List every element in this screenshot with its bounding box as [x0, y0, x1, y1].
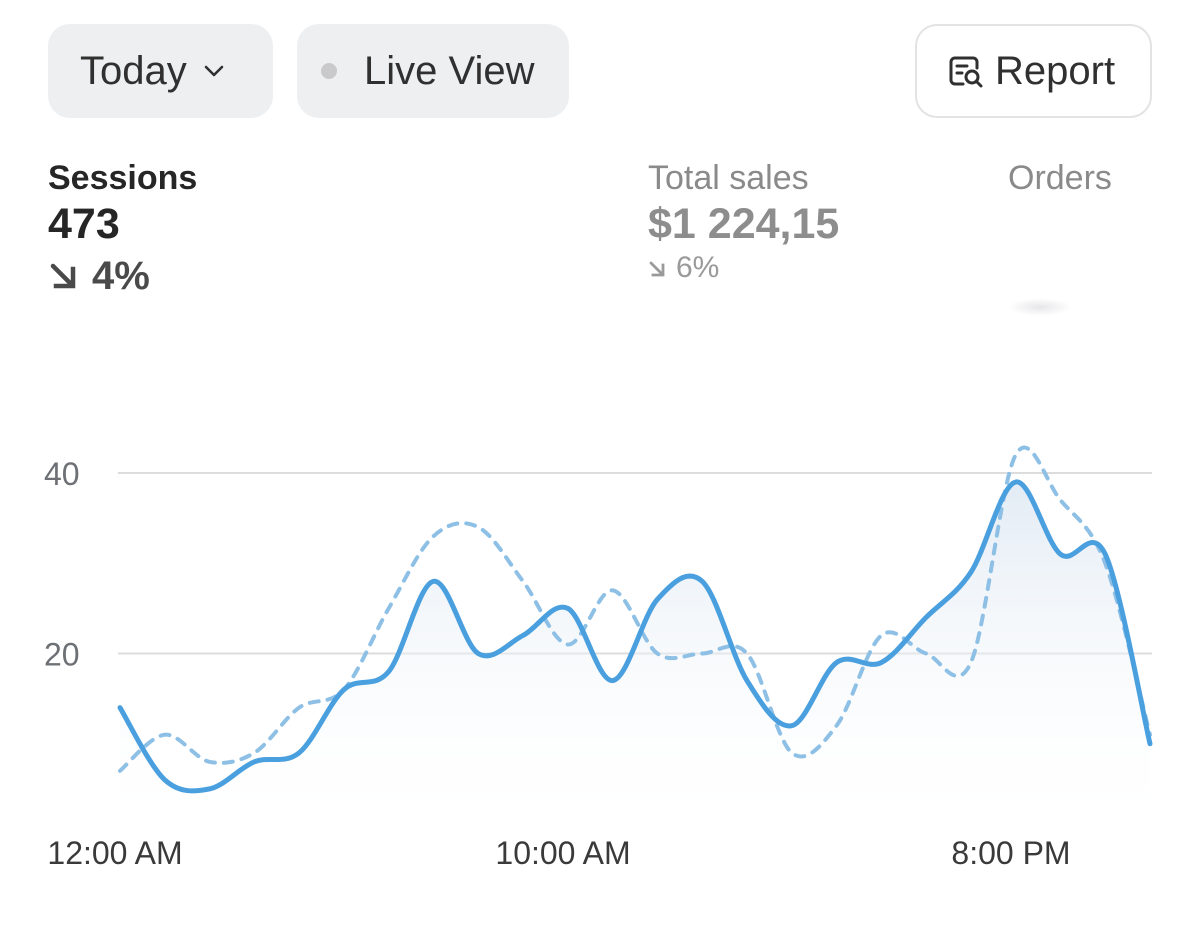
y-tick-label: 20 [44, 637, 80, 673]
orders-metric[interactable]: Orders [1008, 158, 1112, 316]
sessions-area-fill [120, 481, 1150, 842]
report-button[interactable]: Report [915, 24, 1152, 118]
arrow-down-right-icon [48, 256, 78, 301]
sessions-metric[interactable]: Sessions 473 4% [48, 158, 197, 301]
orders-value-placeholder [1008, 298, 1072, 316]
sessions-delta-value: 4% [92, 254, 150, 298]
report-search-icon [947, 52, 985, 90]
live-status-dot-icon [321, 63, 337, 79]
sessions-delta: 4% [48, 252, 197, 301]
date-range-label: Today [80, 48, 187, 93]
sessions-value: 473 [48, 200, 120, 248]
arrow-down-right-icon [648, 252, 666, 286]
date-range-dropdown[interactable]: Today [48, 24, 273, 118]
sessions-series-line [117, 479, 1153, 794]
y-tick-label: 40 [44, 456, 80, 492]
live-view-label: Live View [364, 48, 535, 93]
orders-label: Orders [1008, 159, 1112, 197]
live-view-button[interactable]: Live View [297, 24, 569, 118]
total-sales-label: Total sales [648, 159, 809, 197]
chevron-down-icon [203, 64, 225, 78]
report-label: Report [995, 48, 1116, 93]
total-sales-delta: 6% [648, 250, 839, 286]
sessions-label: Sessions [48, 159, 198, 197]
comparison-series-line [118, 445, 1152, 773]
total-sales-value: $1 224,15 [648, 200, 840, 248]
total-sales-metric[interactable]: Total sales $1 224,15 6% [648, 158, 839, 286]
total-sales-delta-value: 6% [676, 251, 720, 284]
